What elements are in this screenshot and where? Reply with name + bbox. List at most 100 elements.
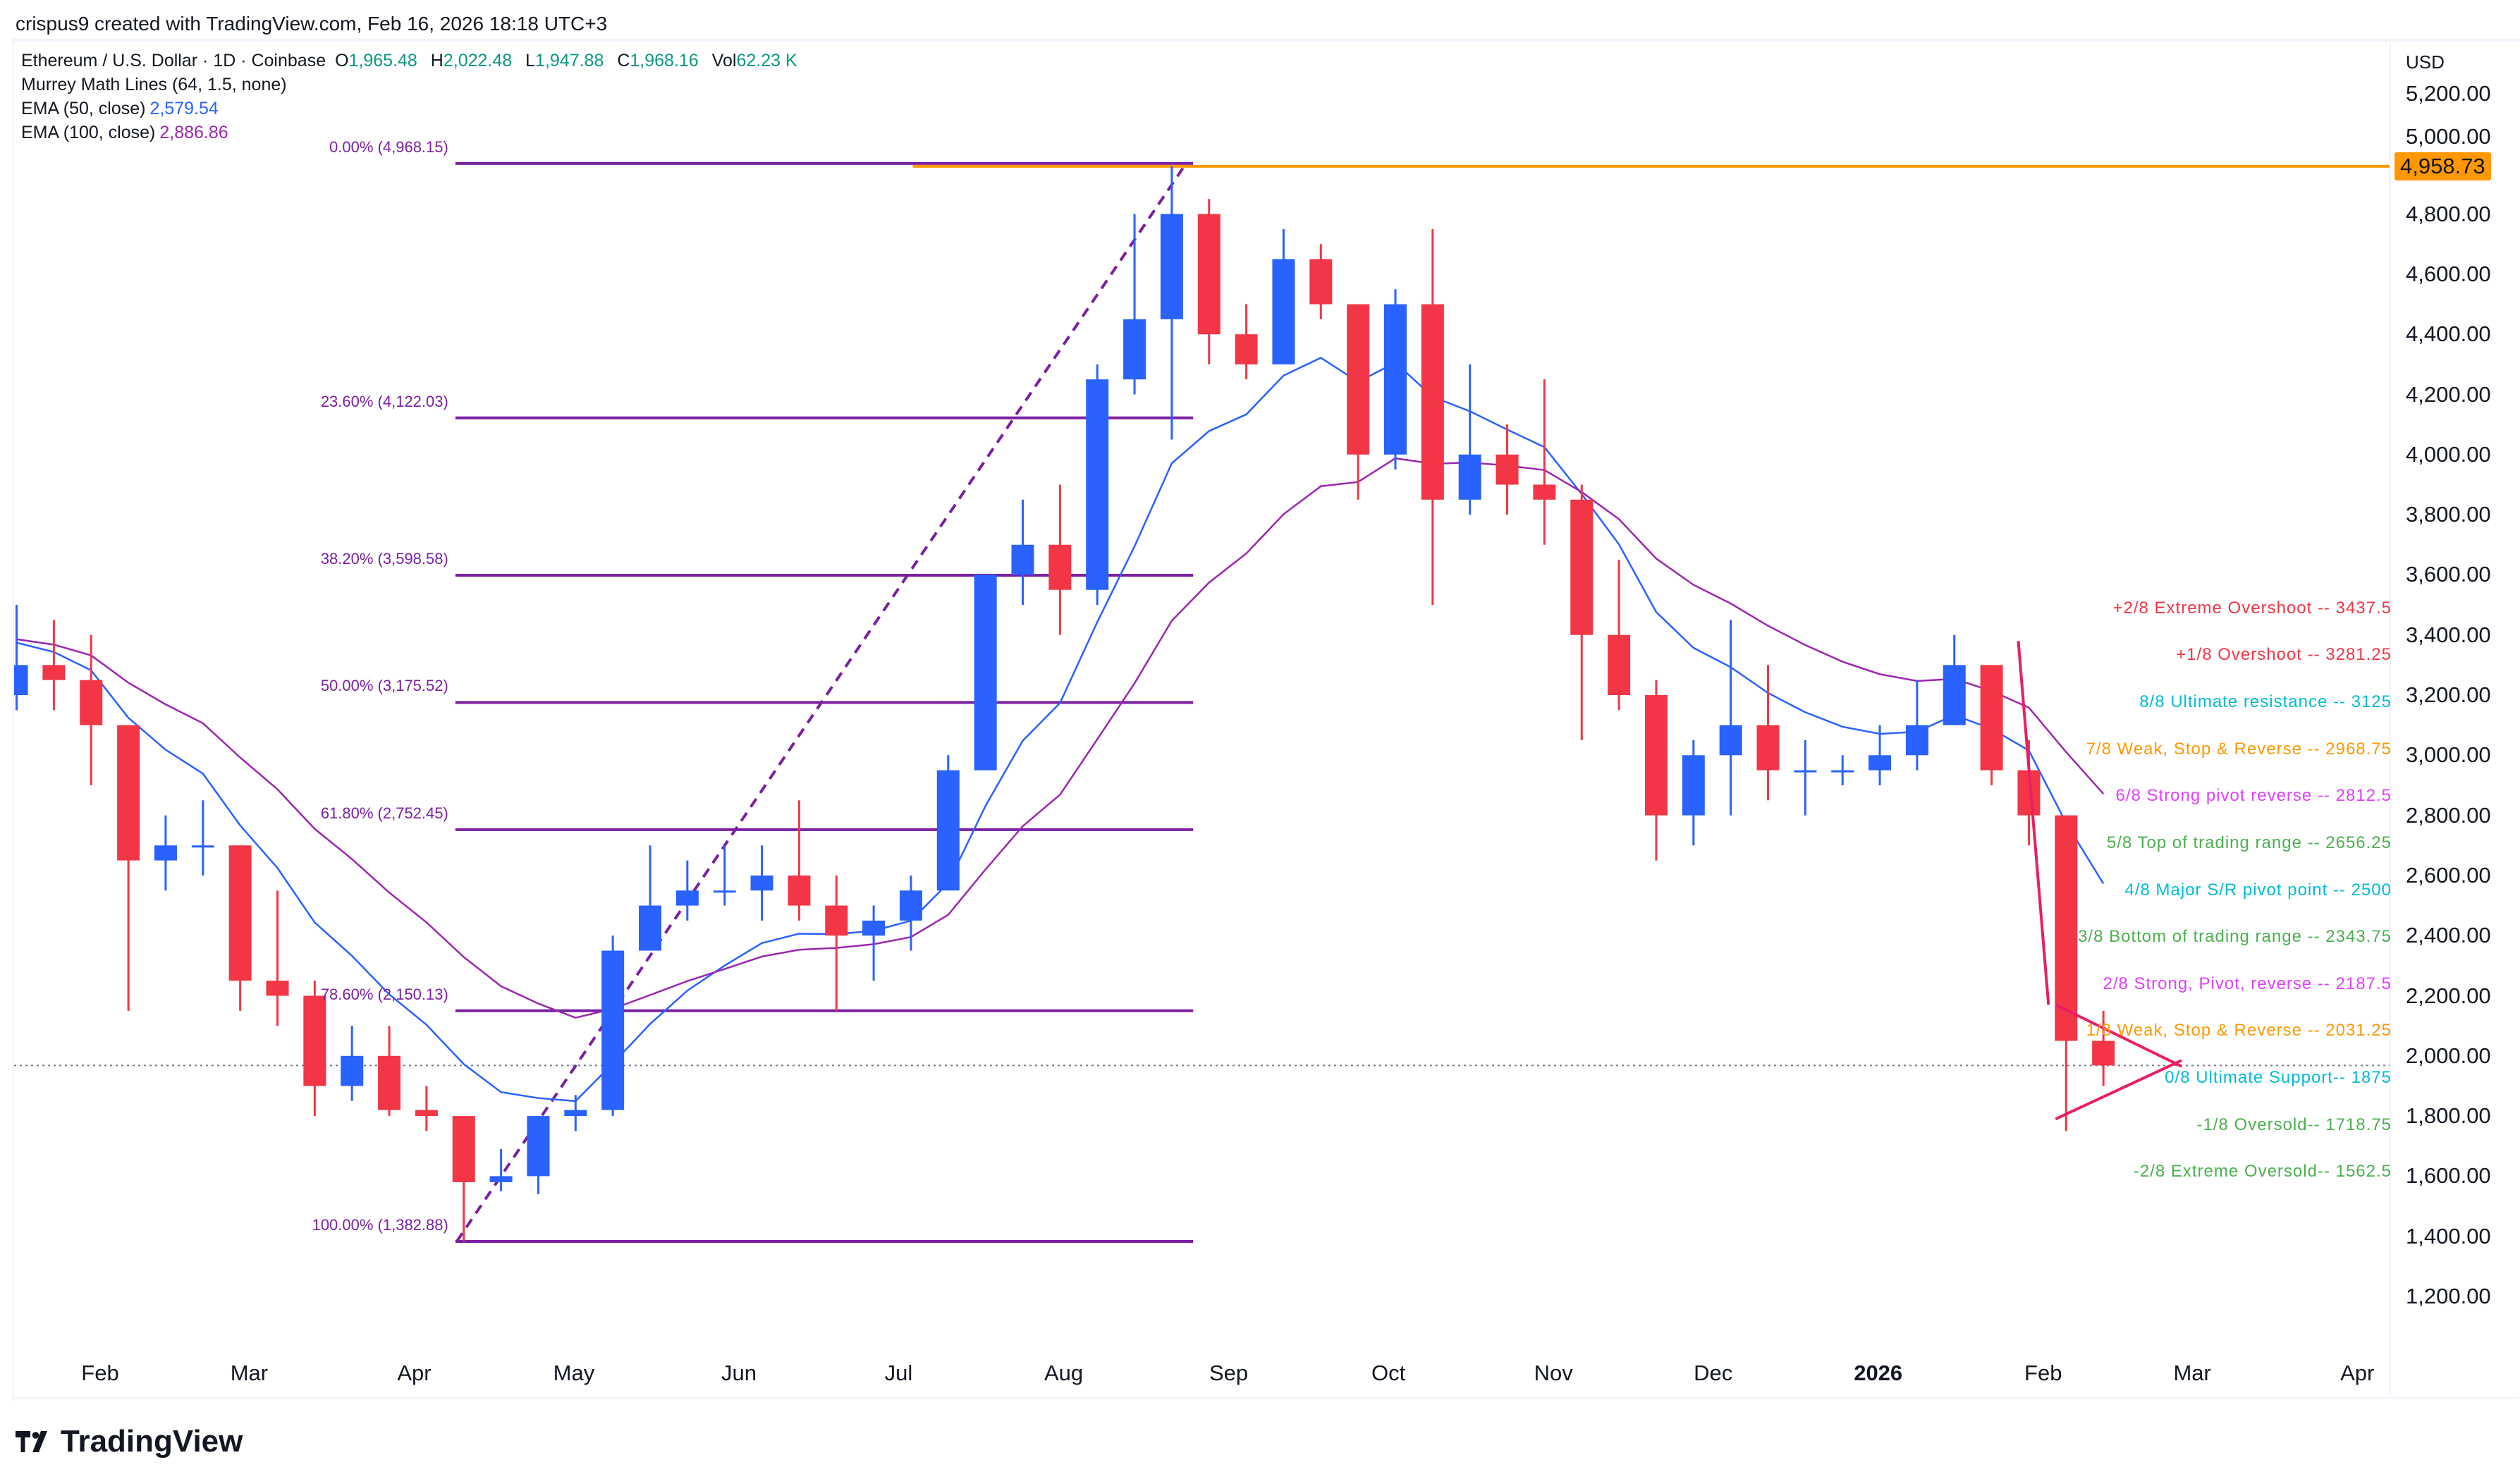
candle xyxy=(117,725,140,1011)
candle-body xyxy=(1384,304,1407,455)
candle xyxy=(564,1095,587,1131)
symbol-name[interactable]: Ethereum / U.S. Dollar · 1D · Coinbase xyxy=(21,51,326,70)
candle xyxy=(1831,755,1854,785)
candle xyxy=(1980,665,2003,785)
candle xyxy=(1235,304,1258,380)
candle xyxy=(1197,199,1221,364)
ema100-label: EMA (100, close) xyxy=(21,123,156,142)
candle xyxy=(452,1116,475,1241)
candle xyxy=(1644,680,1668,861)
close-label: C xyxy=(617,51,630,70)
candle xyxy=(80,634,103,785)
ema50-label: EMA (50, close) xyxy=(21,99,146,118)
candle xyxy=(862,905,886,981)
candle-body xyxy=(1756,725,1780,771)
candle xyxy=(1384,289,1407,470)
candle-body xyxy=(2055,815,2078,1041)
candle xyxy=(1719,620,1742,816)
candle-body xyxy=(1235,334,1258,364)
high-value: 2,022.48 xyxy=(443,51,513,70)
candle-body xyxy=(42,665,66,680)
candle-body xyxy=(2092,1041,2115,1066)
candle xyxy=(1011,499,1034,606)
candle-body xyxy=(1980,665,2003,771)
candle-body xyxy=(936,770,960,891)
tradingview-logo[interactable]: TradingView xyxy=(16,1424,243,1459)
candle xyxy=(675,860,699,921)
candle-body xyxy=(1011,544,1034,575)
candle-body xyxy=(1197,214,1221,335)
candle-body xyxy=(1048,544,1072,590)
fib-trend-dashed-line xyxy=(455,162,1187,1243)
candle xyxy=(1794,740,1817,816)
candle xyxy=(42,620,66,711)
candle xyxy=(228,845,252,1011)
candle-body xyxy=(191,845,214,848)
candle-body xyxy=(154,845,177,861)
candle-body xyxy=(564,1110,587,1117)
legend-symbol-row: Ethereum / U.S. Dollar · 1D · Coinbase O… xyxy=(21,51,806,71)
candle xyxy=(154,815,177,891)
candle-body xyxy=(1347,304,1370,455)
candle xyxy=(2092,1010,2115,1086)
low-label: L xyxy=(525,51,536,70)
candle xyxy=(2055,815,2078,1131)
candle-body xyxy=(1533,484,1556,500)
candle xyxy=(601,935,625,1117)
candle-body xyxy=(1160,214,1183,319)
candle-body xyxy=(1794,770,1817,773)
murrey-indicator-label: Murrey Math Lines (64, 1.5, none) xyxy=(21,75,287,94)
candle-body xyxy=(675,890,699,906)
low-value: 1,947.88 xyxy=(535,51,604,70)
candle-body xyxy=(341,1055,364,1086)
candle-body xyxy=(825,905,848,936)
candle xyxy=(1682,740,1705,846)
tradingview-logo-text: TradingView xyxy=(61,1424,243,1459)
candle xyxy=(639,845,661,951)
candle-body xyxy=(1570,499,1594,635)
candle-body xyxy=(117,725,140,861)
candle-body xyxy=(266,981,289,996)
candle-body xyxy=(862,920,886,936)
candle-body xyxy=(1831,770,1854,773)
candle xyxy=(378,1026,401,1117)
candle-body xyxy=(1644,695,1668,816)
chart-frame xyxy=(13,39,2520,1401)
triangle-trendline xyxy=(2055,1059,2182,1121)
candle-body xyxy=(1682,755,1705,816)
candle xyxy=(1421,228,1444,606)
candle xyxy=(1608,560,1631,711)
candle-body xyxy=(601,950,625,1110)
candle-body xyxy=(1943,665,1966,725)
candle xyxy=(1570,484,1594,740)
candle-body xyxy=(639,905,661,951)
candle xyxy=(1868,725,1892,785)
candle xyxy=(489,1149,513,1191)
candle-body xyxy=(228,845,252,981)
legend-ema50[interactable]: EMA (50, close) 2,579.54 xyxy=(21,99,223,119)
candle xyxy=(713,845,736,906)
candle xyxy=(899,875,922,951)
candle xyxy=(1458,364,1481,515)
legend-murrey[interactable]: Murrey Math Lines (64, 1.5, none) xyxy=(21,75,291,95)
candle xyxy=(750,845,773,921)
candle-body xyxy=(788,875,811,906)
ema100-value: 2,886.86 xyxy=(159,123,228,142)
candle xyxy=(191,800,214,876)
candle-body xyxy=(1421,304,1444,500)
plot-area xyxy=(14,161,2390,1244)
open-value: 1,965.48 xyxy=(348,51,417,70)
close-value: 1,968.16 xyxy=(630,51,699,70)
candle xyxy=(1309,244,1333,319)
candle-body xyxy=(750,875,773,891)
legend-ema100[interactable]: EMA (100, close) 2,886.86 xyxy=(21,123,233,143)
candle-body xyxy=(1868,755,1892,771)
tradingview-logo-icon xyxy=(16,1431,47,1452)
ema50-value: 2,579.54 xyxy=(149,99,219,118)
candle-body xyxy=(713,890,736,893)
ema100-line xyxy=(16,457,2105,1019)
chart-credit: crispus9 created with TradingView.com, F… xyxy=(16,13,608,35)
candle-body xyxy=(527,1116,550,1177)
candle xyxy=(415,1086,438,1131)
